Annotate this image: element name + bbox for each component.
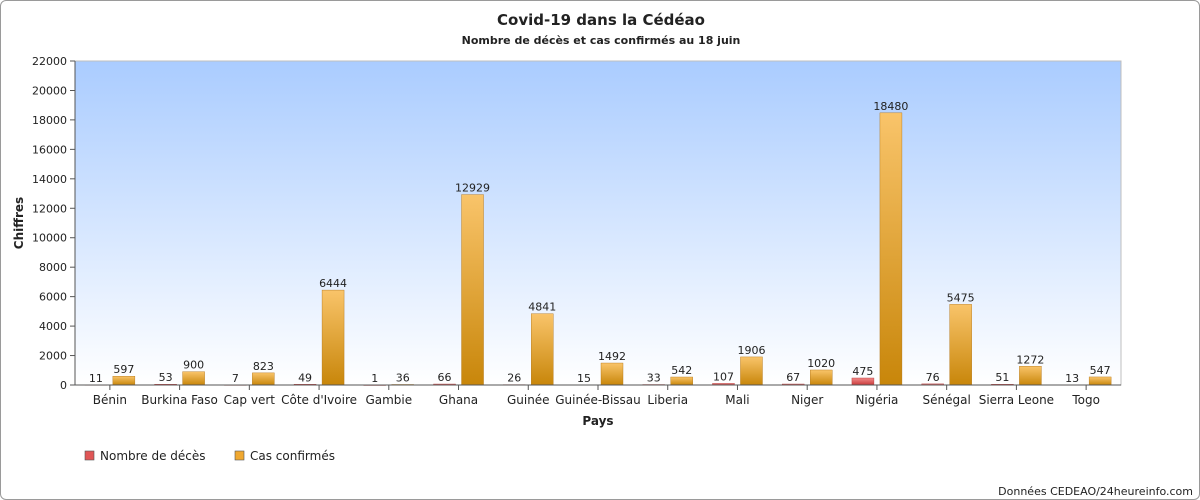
y-tick-label: 2000: [39, 350, 67, 363]
x-tick-label: Cap vert: [224, 393, 276, 407]
bar-cases: [670, 376, 693, 386]
data-label-deaths: 76: [926, 371, 940, 384]
x-tick-label: Nigéria: [855, 393, 898, 407]
data-label-deaths: 67: [786, 371, 800, 384]
x-axis-title: Pays: [582, 414, 613, 428]
y-tick-label: 18000: [32, 114, 67, 127]
data-label-deaths: 53: [159, 371, 173, 384]
x-tick-label: Sénégal: [923, 393, 971, 407]
bar-cases: [112, 376, 136, 386]
y-tick-label: 0: [60, 379, 67, 392]
legend-swatch: [234, 450, 245, 461]
x-tick-label: Côte d'Ivoire: [281, 393, 357, 407]
y-tick-label: 4000: [39, 320, 67, 333]
data-label-cases: 12929: [455, 182, 490, 195]
data-label-cases: 5475: [947, 291, 975, 304]
data-label-deaths: 49: [298, 371, 312, 384]
bar-cases: [321, 289, 345, 386]
x-tick-label: Guinée: [507, 393, 550, 407]
data-label-deaths: 1: [371, 372, 378, 385]
data-label-cases: 900: [183, 359, 204, 372]
bar-cases: [810, 369, 833, 386]
bar-deaths: [851, 377, 875, 386]
bars: [84, 112, 1112, 386]
bar-cases: [879, 112, 903, 386]
y-tick-label: 6000: [39, 291, 67, 304]
data-label-deaths: 13: [1065, 372, 1079, 385]
x-tick-label: Togo: [1071, 393, 1100, 407]
legend-label: Cas confirmés: [250, 449, 335, 463]
legend-swatch: [84, 450, 95, 461]
data-label-cases: 1272: [1016, 353, 1044, 366]
source-note: Données CEDEAO/24heureinfo.com: [998, 485, 1193, 498]
x-tick-label: Gambie: [365, 393, 412, 407]
data-label-deaths: 107: [713, 370, 734, 383]
y-axis-title: Chiffres: [12, 197, 26, 249]
data-label-cases: 547: [1090, 364, 1111, 377]
y-tick-label: 12000: [32, 202, 67, 215]
data-label-cases: 1492: [598, 350, 626, 363]
data-label-cases: 36: [396, 371, 410, 384]
bar-cases: [949, 304, 972, 386]
x-tick-label: Sierra Leone: [979, 393, 1054, 407]
data-label-cases: 18480: [873, 100, 908, 113]
bar-cases: [461, 194, 484, 386]
data-label-deaths: 15: [577, 372, 591, 385]
chart-title: Covid-19 dans la Cédéao: [497, 11, 705, 29]
data-label-cases: 597: [113, 363, 134, 376]
data-label-deaths: 26: [507, 372, 521, 385]
y-tick-label: 10000: [32, 232, 67, 245]
data-labels: 11 597 53 900 7 823 49 6444 1 36 66 12929 26 4841 15 14…: [89, 100, 1111, 385]
y-tick-label: 22000: [32, 55, 67, 68]
data-label-deaths: 66: [438, 371, 452, 384]
bar-cases: [1088, 376, 1112, 386]
bar-cases: [182, 371, 205, 386]
x-tick-label: Liberia: [647, 393, 688, 407]
data-label-deaths: 51: [995, 371, 1009, 384]
y-tick-label: 20000: [32, 84, 67, 97]
x-tick-label: Burkina Faso: [141, 393, 218, 407]
bar-cases: [600, 362, 624, 386]
x-tick-label: Bénin: [93, 393, 127, 407]
x-tick-label: Mali: [725, 393, 749, 407]
y-tick-label: 14000: [32, 173, 67, 186]
y-tick-label: 8000: [39, 261, 67, 274]
data-label-cases: 542: [671, 364, 692, 377]
data-label-cases: 823: [253, 360, 274, 373]
legend: Nombre de décès Cas confirmés: [84, 449, 335, 463]
bar-cases: [531, 313, 554, 386]
data-label-deaths: 475: [852, 365, 873, 378]
x-tick-label: Guinée-Bissau: [555, 393, 641, 407]
bar-cases: [740, 356, 763, 386]
x-tick-label: Niger: [791, 393, 823, 407]
legend-label: Nombre de décès: [100, 449, 206, 463]
data-label-deaths: 33: [647, 372, 661, 385]
data-label-cases: 1020: [807, 357, 835, 370]
x-tick-label: Ghana: [439, 393, 478, 407]
bar-cases: [252, 372, 275, 386]
data-label-deaths: 7: [232, 372, 239, 385]
data-label-cases: 4841: [528, 301, 556, 314]
data-label-deaths: 11: [89, 372, 103, 385]
data-label-cases: 6444: [319, 277, 347, 290]
bar-cases: [1019, 366, 1042, 386]
chart-subtitle: Nombre de décès et cas confirmés au 18 j…: [462, 34, 741, 47]
plot-area: [74, 60, 1122, 386]
x-axis: Bénin Burkina Faso Cap vert Côte d'Ivoire Ga…: [75, 384, 1121, 407]
y-tick-label: 16000: [32, 143, 67, 156]
y-axis: 0 2000 4000 6000 8000 10000 12000 14000 16000 180…: [32, 55, 76, 392]
data-label-cases: 1906: [737, 344, 765, 357]
